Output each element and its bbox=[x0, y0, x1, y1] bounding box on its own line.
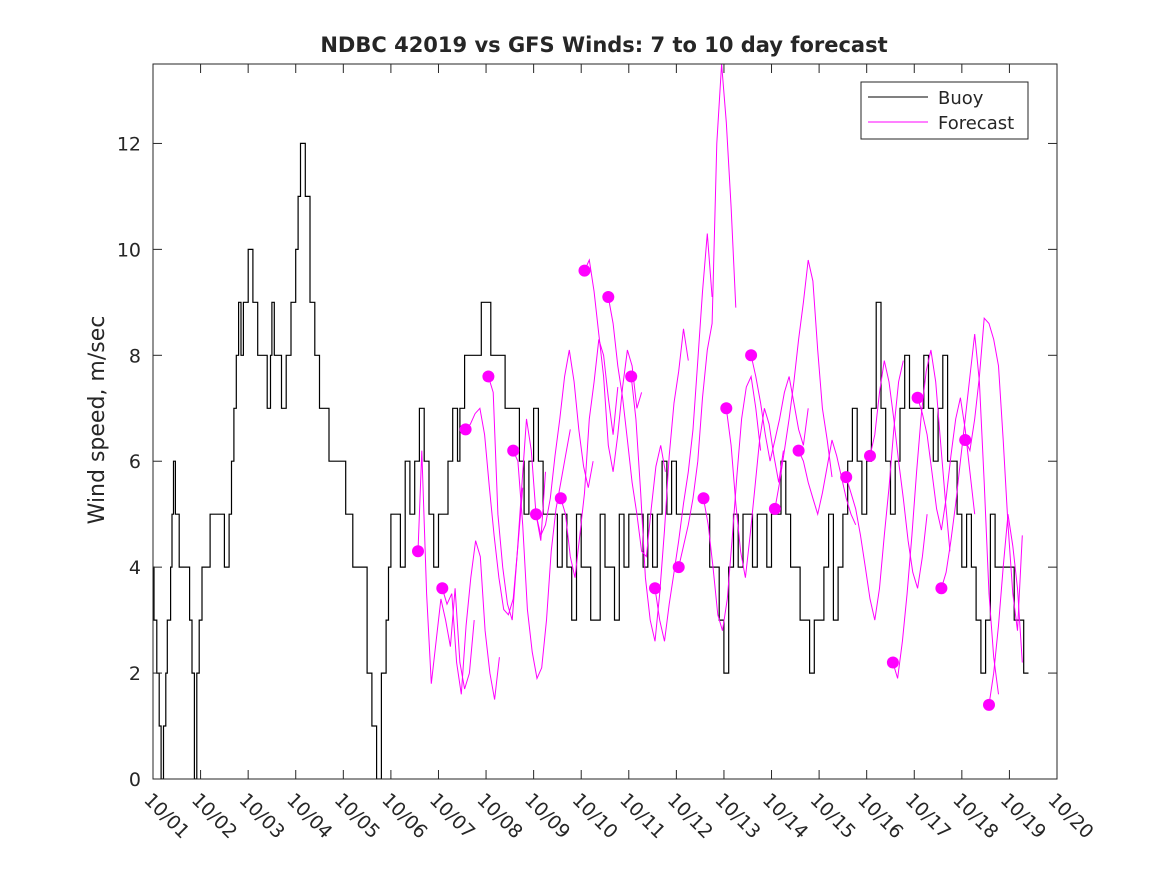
legend-buoy-label: Buoy bbox=[938, 88, 984, 109]
y-axis-label: Wind speed, m/sec bbox=[85, 316, 110, 525]
forecast-series-line-21 bbox=[917, 397, 976, 531]
forecast-marker bbox=[935, 582, 948, 595]
forecast-marker bbox=[792, 444, 805, 457]
forecast-series-line-2 bbox=[441, 540, 500, 700]
plot-data bbox=[153, 64, 1029, 779]
forecast-series-line-24 bbox=[988, 514, 1023, 705]
forecast-series-line-19 bbox=[869, 360, 928, 589]
legend: Buoy Forecast bbox=[860, 81, 1029, 140]
forecast-marker bbox=[840, 471, 853, 484]
forecast-marker bbox=[697, 492, 710, 505]
legend-forecast-label: Forecast bbox=[938, 113, 1014, 134]
axes-box bbox=[152, 63, 1058, 780]
forecast-series-line-12 bbox=[678, 64, 737, 568]
forecast-marker bbox=[911, 391, 924, 404]
forecast-series-line-1 bbox=[417, 450, 475, 690]
forecast-marker bbox=[745, 349, 758, 362]
forecast-marker bbox=[886, 656, 899, 669]
forecast-series-line-7 bbox=[560, 339, 619, 578]
y-tick-label: 0 bbox=[129, 769, 141, 791]
forecast-marker bbox=[720, 402, 733, 415]
y-tick-label: 10 bbox=[117, 239, 141, 261]
forecast-marker bbox=[864, 449, 876, 462]
forecast-series-line-5 bbox=[512, 429, 571, 681]
forecast-marker bbox=[768, 502, 781, 515]
forecast-marker bbox=[412, 545, 424, 558]
forecast-marker bbox=[672, 561, 685, 574]
axes bbox=[152, 63, 1058, 780]
buoy-series-line bbox=[153, 142, 1029, 779]
forecast-series-line-20 bbox=[892, 349, 951, 679]
forecast-marker bbox=[649, 582, 661, 595]
forecast-marker bbox=[983, 698, 995, 711]
forecast-marker bbox=[482, 370, 495, 383]
forecast-series-line-14 bbox=[725, 408, 784, 578]
legend-box bbox=[860, 81, 1029, 140]
forecast-series-line-18 bbox=[845, 360, 904, 621]
y-tick-label: 4 bbox=[129, 557, 141, 579]
forecast-marker bbox=[625, 370, 638, 383]
forecast-series-line-8 bbox=[584, 258, 643, 472]
forecast-series-line-22 bbox=[940, 334, 999, 695]
plot-area bbox=[153, 64, 1029, 779]
forecast-series-line-15 bbox=[750, 355, 809, 462]
forecast-series-line-3 bbox=[465, 407, 524, 616]
forecast-marker bbox=[436, 582, 449, 595]
y-tick-label: 8 bbox=[129, 345, 141, 367]
forecast-series-line-23 bbox=[964, 317, 1023, 631]
forecast-marker bbox=[530, 508, 542, 521]
forecast-series-line-17 bbox=[798, 439, 857, 526]
forecast-series-line-16 bbox=[774, 259, 833, 509]
forecast-marker bbox=[459, 423, 472, 436]
forecast-marker bbox=[959, 434, 972, 446]
forecast-series-line-10 bbox=[630, 328, 689, 642]
y-tick-label: 2 bbox=[129, 663, 141, 685]
y-tick-label: 6 bbox=[129, 451, 141, 473]
forecast-marker bbox=[578, 264, 591, 277]
forecast-series-line-11 bbox=[654, 233, 713, 642]
chart-title: NDBC 42019 vs GFS Winds: 7 to 10 day for… bbox=[320, 33, 887, 57]
forecast-marker bbox=[507, 444, 520, 457]
y-tick-label: 12 bbox=[117, 133, 141, 155]
forecast-series-line-9 bbox=[607, 296, 666, 558]
forecast-series-line-13 bbox=[703, 374, 762, 631]
forecast-series-line-6 bbox=[535, 349, 594, 537]
forecast-marker bbox=[602, 291, 615, 303]
forecast-marker bbox=[554, 492, 567, 505]
